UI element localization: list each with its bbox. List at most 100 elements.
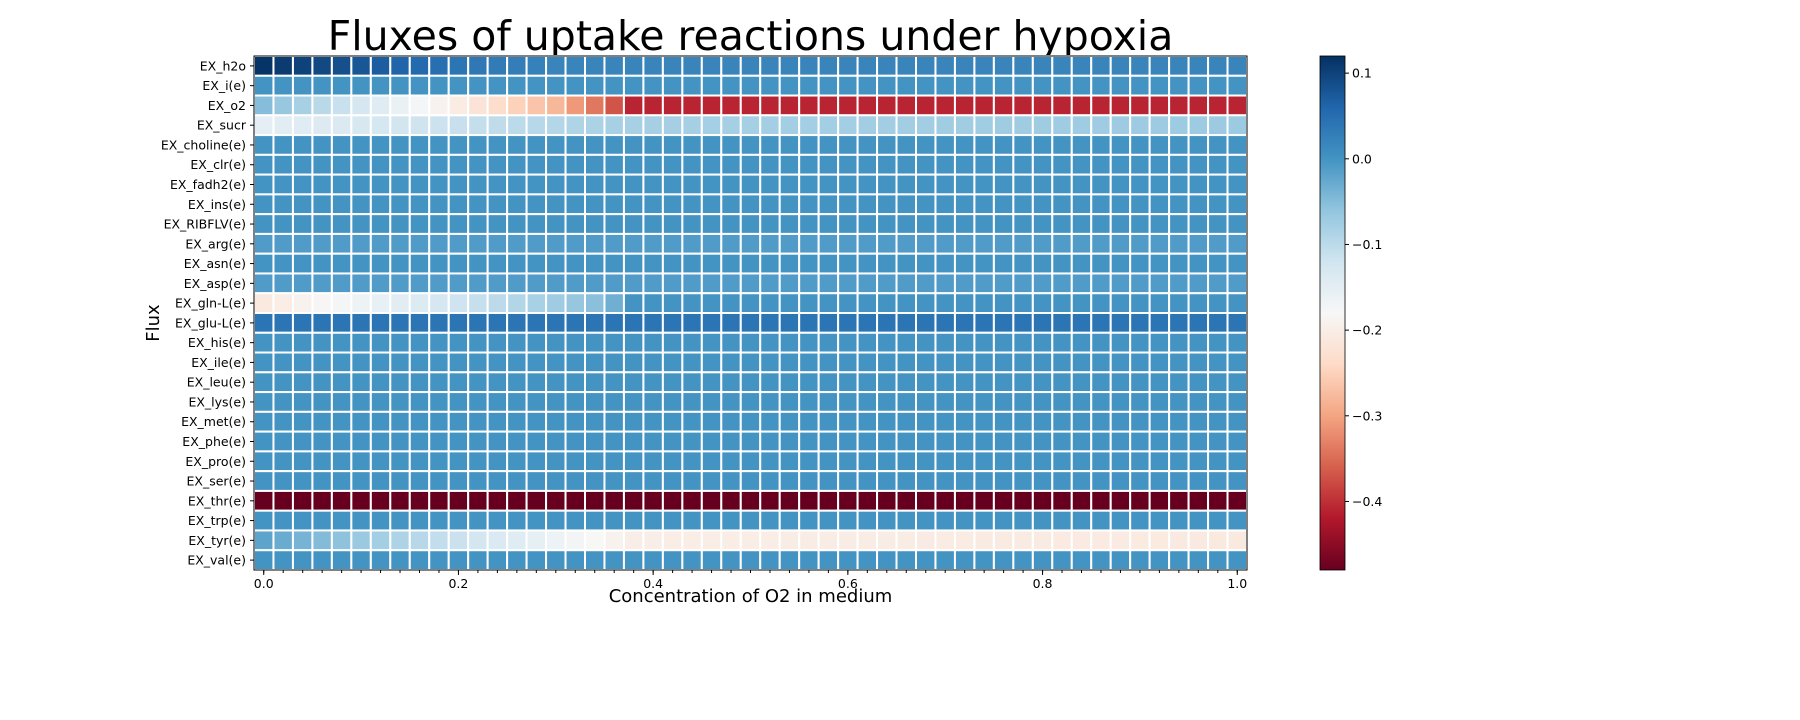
heatmap-cell — [876, 153, 898, 176]
heatmap-cell — [1109, 252, 1132, 275]
x-tick-label: 0.2 — [448, 576, 468, 591]
heatmap-cell — [973, 272, 995, 295]
heatmap-cell — [1226, 391, 1249, 413]
heatmap-cell — [330, 351, 353, 374]
heatmap-cell — [389, 391, 411, 413]
heatmap-cell — [1226, 173, 1249, 196]
heatmap-cell — [603, 450, 625, 473]
heatmap-cell — [311, 232, 333, 255]
heatmap-cell — [953, 489, 976, 512]
heatmap-cell — [408, 114, 431, 137]
heatmap-cell — [642, 153, 664, 176]
heatmap-cell — [973, 94, 995, 117]
heatmap-cell — [272, 470, 294, 492]
heatmap-cell — [330, 292, 353, 315]
heatmap-cell — [700, 331, 723, 354]
heatmap-cell — [856, 173, 879, 196]
heatmap-cell — [291, 173, 314, 196]
heatmap-cell — [1129, 371, 1151, 394]
heatmap-cell — [330, 410, 353, 433]
heatmap-cell — [973, 371, 995, 394]
heatmap-cell — [506, 351, 528, 374]
heatmap-cell — [584, 470, 606, 492]
heatmap-cell — [700, 232, 723, 255]
heatmap-cell — [837, 173, 859, 196]
heatmap-cell — [759, 134, 781, 156]
heatmap-cell — [1109, 529, 1132, 552]
heatmap-cell — [953, 331, 976, 354]
heatmap-cell — [876, 74, 898, 97]
heatmap-cell — [603, 470, 625, 492]
heatmap-cell — [1226, 134, 1249, 156]
heatmap-cell — [661, 430, 684, 453]
heatmap-cell — [1012, 509, 1034, 532]
heatmap-cell — [486, 193, 509, 216]
heatmap-cell — [603, 489, 625, 512]
heatmap-cell — [720, 391, 742, 413]
colorbar-tick-label: −0.4 — [1352, 494, 1382, 509]
heatmap-cell — [486, 114, 509, 137]
heatmap-cell — [1031, 134, 1054, 156]
heatmap-cell — [778, 114, 801, 137]
heatmap-cell — [506, 134, 528, 156]
heatmap-cell — [817, 193, 840, 216]
heatmap-cell — [525, 371, 548, 394]
heatmap-cell — [1070, 193, 1093, 216]
heatmap-cell — [915, 509, 937, 532]
heatmap-cell — [311, 529, 333, 552]
heatmap-cell — [661, 509, 684, 532]
heatmap-cell — [369, 55, 392, 77]
heatmap-cell — [759, 55, 781, 77]
heatmap-cell — [506, 153, 528, 176]
heatmap-cell — [739, 450, 762, 473]
heatmap-cell — [311, 134, 333, 156]
heatmap-cell — [642, 351, 664, 374]
colorbar-ticks: 0.1 0.0 −0.1 −0.2 −0.3 −0.4 — [1345, 66, 1382, 509]
heatmap-cell — [545, 193, 567, 216]
heatmap-cell — [1090, 114, 1112, 137]
heatmap-cell — [992, 213, 1015, 235]
heatmap-cell — [622, 450, 645, 473]
heatmap-cell — [1109, 55, 1132, 77]
heatmap-cell — [1207, 331, 1229, 354]
heatmap-cell — [1051, 450, 1073, 473]
heatmap-cell — [467, 489, 489, 512]
heatmap-cell — [953, 153, 976, 176]
heatmap-cell — [1226, 351, 1249, 374]
heatmap-cell — [1148, 292, 1171, 315]
heatmap-cell — [817, 114, 840, 137]
heatmap-cell — [272, 55, 294, 77]
heatmap-cell — [720, 252, 742, 275]
heatmap-cell — [1168, 114, 1190, 137]
heatmap-cell — [253, 549, 275, 572]
heatmap-cell — [700, 312, 723, 334]
heatmap-cell — [564, 173, 587, 196]
heatmap-cell — [428, 292, 450, 315]
heatmap-cell — [428, 134, 450, 156]
heatmap-cell — [739, 351, 762, 374]
heatmap-cell — [973, 193, 995, 216]
heatmap-cell — [408, 509, 431, 532]
heatmap-cell — [1109, 410, 1132, 433]
heatmap-cell — [1168, 391, 1190, 413]
heatmap-cell — [506, 529, 528, 552]
heatmap-cell — [856, 153, 879, 176]
heatmap-cell — [1090, 371, 1112, 394]
heatmap-cell — [1168, 351, 1190, 374]
heatmap-cell — [272, 351, 294, 374]
heatmap-cell — [642, 331, 664, 354]
heatmap-cell — [525, 430, 548, 453]
heatmap-cell — [661, 153, 684, 176]
heatmap-cell — [778, 173, 801, 196]
heatmap-cell — [564, 410, 587, 433]
heatmap-cell — [1070, 252, 1093, 275]
heatmap-cell — [272, 312, 294, 334]
heatmap-cell — [622, 509, 645, 532]
heatmap-cell — [1031, 470, 1054, 492]
heatmap-cell — [895, 529, 918, 552]
heatmap-cell — [915, 55, 937, 77]
heatmap-cell — [467, 193, 489, 216]
heatmap-cell — [330, 213, 353, 235]
heatmap-cell — [953, 193, 976, 216]
heatmap-cell — [1207, 549, 1229, 572]
